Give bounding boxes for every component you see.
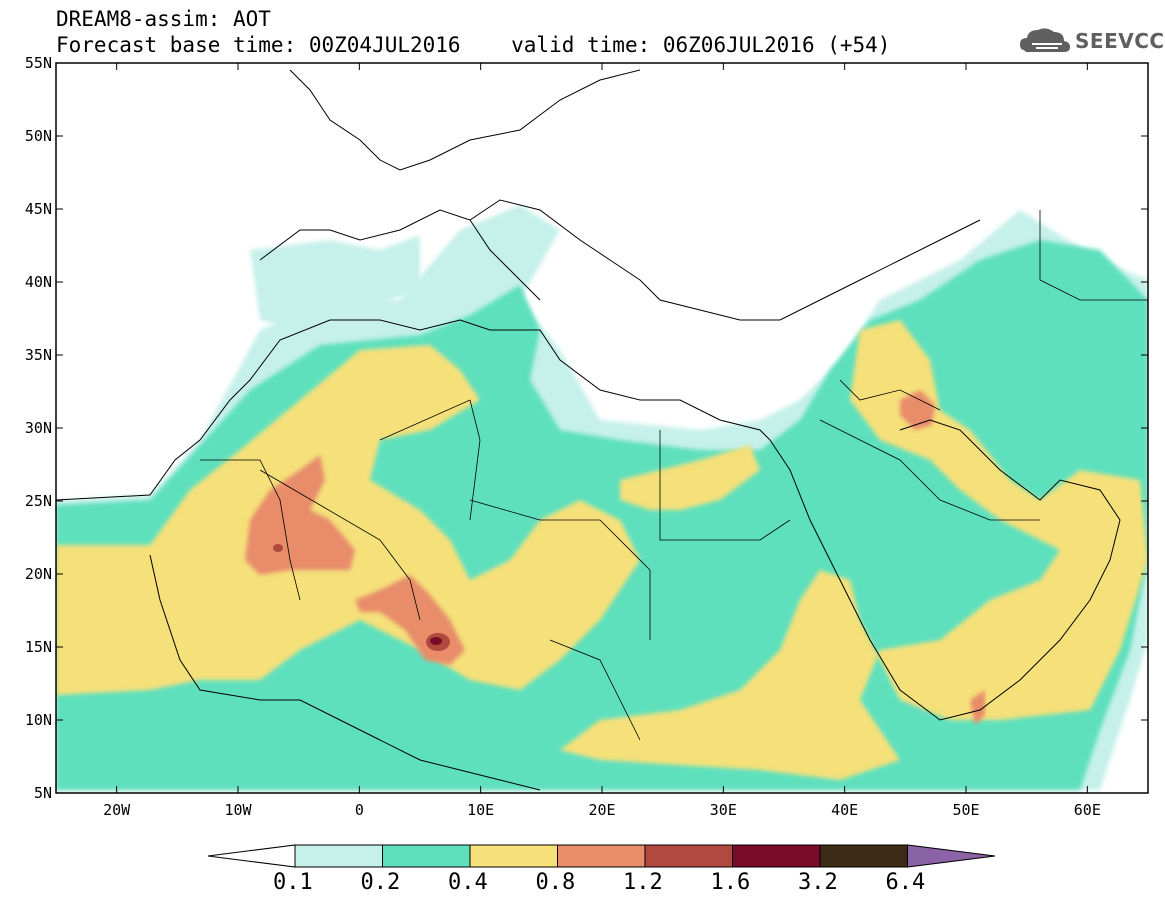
- lat-tick-label: 25N: [25, 492, 52, 510]
- colorbar-segment: [469, 844, 558, 868]
- aot-band-0.4-east: [560, 320, 1148, 780]
- aot-band-0.8: [245, 455, 355, 575]
- chart-title: DREAM8-assim: AOT: [56, 7, 271, 31]
- country-borders: [200, 210, 1148, 741]
- lon-tick-label: 20W: [103, 801, 131, 819]
- lat-tick-label: 20N: [25, 565, 52, 583]
- colorbar-label: 0.8: [535, 870, 576, 895]
- aot-band-0.8-somalia: [970, 690, 985, 725]
- lat-tick-label: 55N: [25, 54, 52, 72]
- colorbar-label: 1.6: [710, 870, 751, 895]
- lat-tick-label: 10N: [25, 711, 52, 729]
- colorbar-segment: [644, 844, 733, 868]
- lon-tick-label: 50E: [952, 801, 979, 819]
- colorbar-segment: [557, 844, 646, 868]
- aot-band-0.1-north: [250, 235, 420, 330]
- colorbar-min-arrow: [207, 844, 296, 868]
- aot-band-0.4-west: [56, 345, 640, 695]
- colorbar-label: 0.1: [273, 870, 313, 895]
- lon-tick-label: 20E: [588, 801, 615, 819]
- lat-tick-labels: 55N 50N 45N 40N 35N 30N 25N 20N 15N 10N 5N: [25, 54, 52, 802]
- lat-tick-label: 45N: [25, 200, 52, 218]
- colorbar-label: 0.2: [360, 870, 401, 895]
- colorbar-label: 3.2: [798, 870, 838, 895]
- colorbar-label: 1.2: [623, 870, 663, 895]
- lat-tick-label: 15N: [25, 638, 52, 656]
- lon-tick-label: 30E: [710, 801, 737, 819]
- aot-band-0.8-iraq: [900, 390, 935, 430]
- lon-tick-label: 60E: [1074, 801, 1101, 819]
- lon-tick-label: 10W: [224, 801, 252, 819]
- chart-subtitle: Forecast base time: 00Z04JUL2016 valid t…: [56, 33, 891, 57]
- colorbar-segment: [382, 844, 471, 868]
- lat-tick-label: 35N: [25, 346, 52, 364]
- colorbar-segment: [732, 844, 821, 868]
- colorbar-segment: [294, 844, 383, 868]
- lon-tick-label: 0: [355, 801, 364, 819]
- colorbar-segment: [819, 844, 908, 868]
- logo-text: SEEVCCC: [1075, 29, 1165, 53]
- lon-tick-labels: 20W 10W 0 10E 20E 30E 40E 50E 60E: [103, 801, 1101, 819]
- lon-tick-label: 10E: [467, 801, 494, 819]
- lat-tick-label: 30N: [25, 419, 52, 437]
- lon-tick-label: 40E: [831, 801, 858, 819]
- cloud-icon: [1020, 28, 1070, 52]
- colorbar-label: 6.4: [885, 870, 926, 895]
- colorbar-max-arrow: [907, 844, 996, 868]
- lat-tick-label: 5N: [34, 784, 52, 802]
- coastlines: [56, 69, 1121, 791]
- aot-peak-mali: [273, 544, 283, 552]
- lat-tick-label: 40N: [25, 273, 52, 291]
- lat-tick-label: 50N: [25, 127, 52, 145]
- colorbar-label: 0.4: [448, 870, 488, 895]
- axis-ticks: [56, 62, 1148, 794]
- aot-band-0.4-libya: [620, 445, 760, 510]
- colorbar: [207, 844, 996, 868]
- aot-peak-niger-core: [430, 637, 442, 645]
